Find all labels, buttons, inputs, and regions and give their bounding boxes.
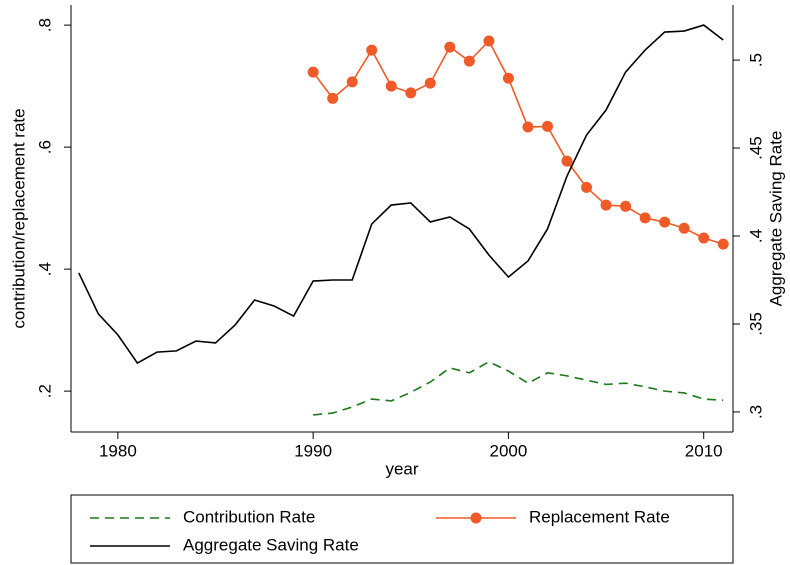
series-marker <box>346 76 358 88</box>
series-marker <box>502 72 514 84</box>
series-marker <box>327 92 339 104</box>
y2-tick-label: .3 <box>746 405 765 419</box>
series-marker <box>639 212 651 224</box>
y2-tick-label: .45 <box>746 136 765 160</box>
x-tick-label: 1980 <box>99 441 137 460</box>
series-marker <box>659 216 671 228</box>
series-line <box>78 24 724 365</box>
y2-axis-label: Aggregate Saving Rate <box>766 131 785 307</box>
y-tick-label: .6 <box>35 140 54 154</box>
series-marker <box>581 181 593 193</box>
y-tick-label: .4 <box>35 262 54 276</box>
series-marker <box>561 155 573 167</box>
legend-marker <box>470 512 482 524</box>
series-marker <box>385 80 397 92</box>
legend-box <box>70 494 734 564</box>
legend-label: Aggregate Saving Rate <box>183 535 359 554</box>
series-marker <box>522 121 534 133</box>
series-marker <box>483 35 495 47</box>
series-marker <box>366 44 378 56</box>
series-marker <box>463 55 475 67</box>
series-marker <box>307 66 319 78</box>
series-line <box>312 39 724 245</box>
y-tick-label: .8 <box>35 18 54 32</box>
series-marker <box>424 77 436 89</box>
series-line <box>313 360 724 416</box>
x-tick-label: 1990 <box>294 441 332 460</box>
series-marker <box>698 232 710 244</box>
series-marker <box>405 87 417 99</box>
x-tick-label: 2000 <box>490 441 528 460</box>
series-marker <box>717 238 729 250</box>
series-marker <box>600 199 612 211</box>
legend-label: Replacement Rate <box>529 507 670 526</box>
y2-tick-label: .35 <box>746 312 765 336</box>
legend-label: Contribution Rate <box>183 507 315 526</box>
series-marker <box>620 200 632 212</box>
y-tick-label: .2 <box>35 384 54 398</box>
series-marker <box>444 41 456 53</box>
y-axis-label: contribution/replacement rate <box>9 108 28 328</box>
y2-tick-label: .4 <box>746 229 765 243</box>
series-marker <box>541 120 553 132</box>
x-axis-label: year <box>385 459 418 478</box>
series-marker <box>678 222 690 234</box>
x-tick-label: 2010 <box>685 441 723 460</box>
y2-tick-label: .5 <box>746 53 765 67</box>
